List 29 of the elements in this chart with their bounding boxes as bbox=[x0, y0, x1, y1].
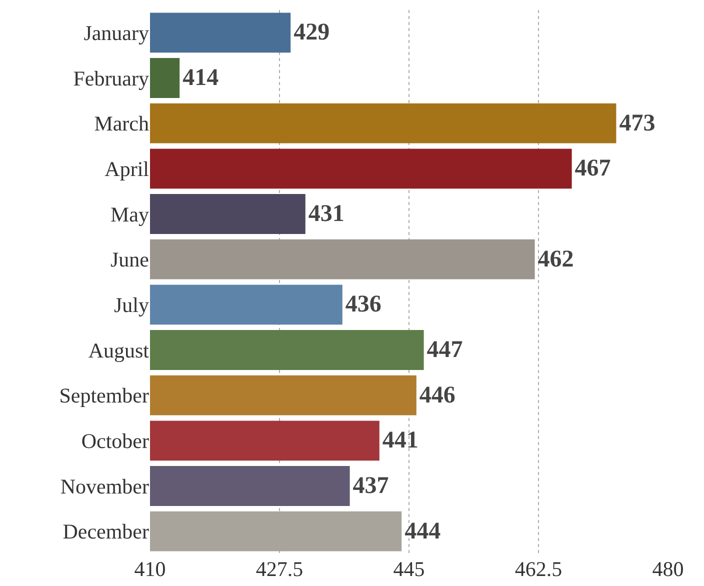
data-label: 437 bbox=[352, 473, 389, 499]
y-tick-label: November bbox=[60, 474, 149, 498]
y-tick-label: September bbox=[59, 384, 149, 408]
data-label: 446 bbox=[419, 382, 456, 408]
data-label: 467 bbox=[574, 156, 611, 182]
y-tick-label: February bbox=[73, 66, 150, 90]
y-tick-label: March bbox=[94, 112, 150, 136]
data-label: 444 bbox=[404, 518, 441, 544]
data-label: 431 bbox=[308, 201, 344, 227]
data-label: 441 bbox=[382, 428, 418, 454]
y-tick-label: May bbox=[110, 202, 150, 226]
y-tick-label: October bbox=[81, 429, 149, 454]
x-tick-label: 427.5 bbox=[256, 557, 304, 581]
data-label: 447 bbox=[426, 337, 463, 363]
x-tick-label: 462.5 bbox=[514, 557, 562, 581]
y-tick-label: June bbox=[110, 248, 149, 272]
y-tick-label: January bbox=[84, 21, 150, 46]
y-tick-label: December bbox=[62, 520, 149, 544]
data-label: 436 bbox=[345, 292, 382, 318]
data-label: 429 bbox=[294, 20, 330, 46]
data-label: 462 bbox=[538, 246, 574, 272]
y-tick-label: August bbox=[88, 338, 150, 362]
x-tick-label: 410 bbox=[134, 557, 166, 581]
data-label: 414 bbox=[182, 65, 219, 91]
y-tick-label: July bbox=[114, 293, 150, 318]
x-tick-label: 480 bbox=[652, 557, 684, 581]
y-tick-label: April bbox=[104, 157, 150, 182]
x-tick-label: 445 bbox=[393, 557, 425, 581]
data-label: 473 bbox=[619, 110, 656, 136]
